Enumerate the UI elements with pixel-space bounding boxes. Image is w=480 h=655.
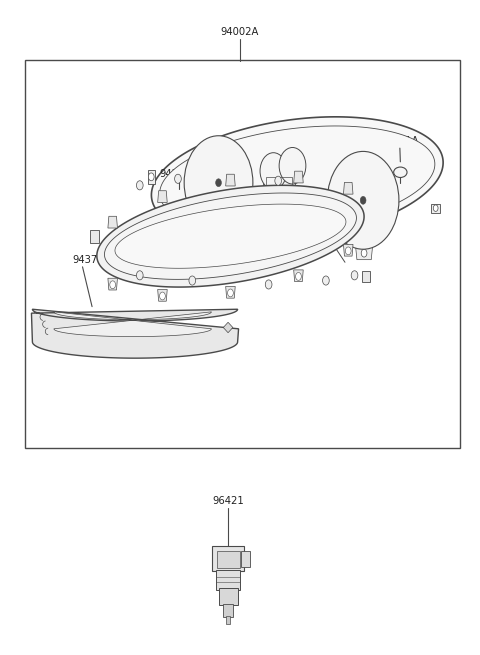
Bar xyxy=(241,552,250,567)
Polygon shape xyxy=(151,117,443,241)
Polygon shape xyxy=(431,204,441,214)
Polygon shape xyxy=(157,290,167,301)
Bar xyxy=(216,570,240,590)
Circle shape xyxy=(327,151,399,250)
Bar xyxy=(263,174,295,202)
Circle shape xyxy=(260,153,287,189)
Polygon shape xyxy=(294,270,303,282)
Circle shape xyxy=(189,276,196,285)
Circle shape xyxy=(216,179,221,187)
Polygon shape xyxy=(54,312,211,337)
Circle shape xyxy=(136,181,143,190)
Ellipse shape xyxy=(394,167,407,178)
Polygon shape xyxy=(294,171,303,183)
Polygon shape xyxy=(97,185,364,287)
Circle shape xyxy=(351,271,358,280)
Text: 94363A: 94363A xyxy=(36,330,74,341)
Circle shape xyxy=(296,272,301,280)
Text: 96421: 96421 xyxy=(212,496,244,506)
Circle shape xyxy=(265,280,272,289)
Polygon shape xyxy=(32,309,239,358)
Circle shape xyxy=(184,136,253,230)
Circle shape xyxy=(360,196,366,204)
Text: 94370: 94370 xyxy=(72,255,104,265)
Polygon shape xyxy=(105,193,357,280)
Polygon shape xyxy=(362,271,370,282)
Circle shape xyxy=(110,281,116,289)
Bar xyxy=(212,546,244,571)
Text: 94371A: 94371A xyxy=(381,136,419,146)
Circle shape xyxy=(159,292,165,300)
Bar xyxy=(25,60,459,448)
Polygon shape xyxy=(90,230,99,243)
Circle shape xyxy=(433,205,438,212)
Polygon shape xyxy=(226,286,235,298)
Polygon shape xyxy=(227,239,244,253)
Polygon shape xyxy=(160,126,435,232)
Polygon shape xyxy=(226,174,235,186)
Polygon shape xyxy=(288,243,306,257)
Polygon shape xyxy=(157,191,167,202)
Bar xyxy=(266,178,292,199)
Polygon shape xyxy=(344,182,353,194)
Circle shape xyxy=(279,147,306,184)
Bar xyxy=(216,551,240,567)
Circle shape xyxy=(323,276,329,285)
Bar xyxy=(226,616,230,624)
Polygon shape xyxy=(223,322,233,333)
Circle shape xyxy=(294,247,300,254)
Circle shape xyxy=(232,243,238,251)
Circle shape xyxy=(175,174,181,183)
Circle shape xyxy=(148,173,154,181)
Circle shape xyxy=(275,176,281,185)
Text: 94360B: 94360B xyxy=(160,169,198,179)
Polygon shape xyxy=(148,170,155,184)
Circle shape xyxy=(346,247,351,255)
Polygon shape xyxy=(115,204,346,269)
Bar xyxy=(218,588,238,605)
Bar xyxy=(223,604,233,617)
Polygon shape xyxy=(108,278,118,290)
Polygon shape xyxy=(108,216,118,228)
Circle shape xyxy=(228,289,233,297)
Polygon shape xyxy=(356,246,372,259)
Text: 94002A: 94002A xyxy=(221,28,259,37)
Circle shape xyxy=(361,250,367,257)
Circle shape xyxy=(136,271,143,280)
Polygon shape xyxy=(344,244,353,256)
